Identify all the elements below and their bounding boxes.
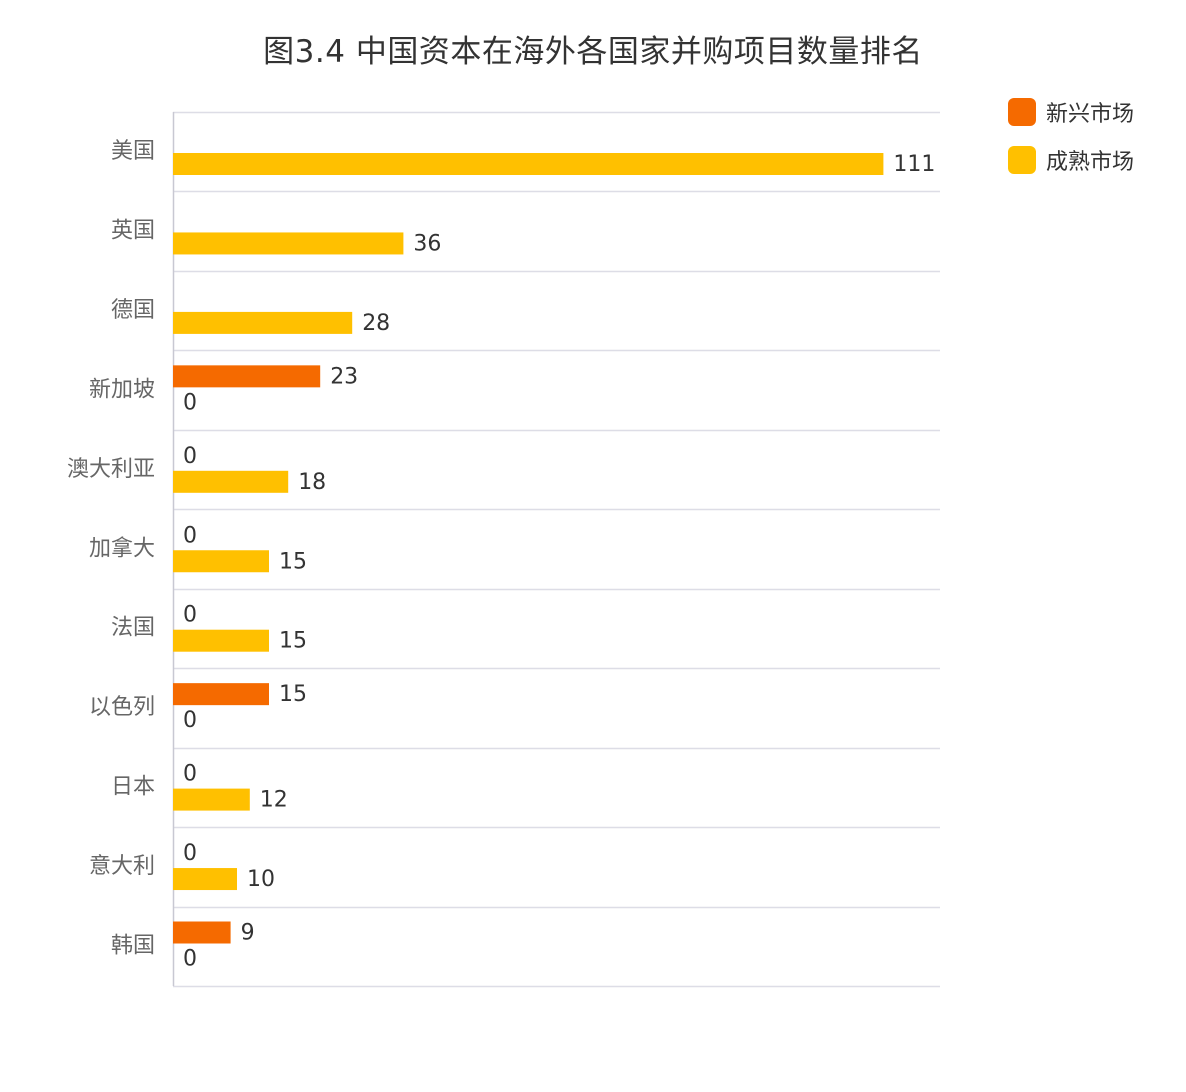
data-label: 15 bbox=[279, 549, 307, 574]
bar-mature bbox=[173, 629, 269, 652]
category-label: 日本 bbox=[111, 775, 155, 800]
bar-mature bbox=[173, 470, 289, 493]
data-label: 0 bbox=[183, 708, 197, 733]
bar-mature bbox=[173, 868, 237, 891]
bar-emerging bbox=[173, 683, 269, 706]
legend: 新兴市场 成熟市场 bbox=[1008, 88, 1134, 184]
data-label: 0 bbox=[183, 841, 197, 866]
legend-swatch-emerging bbox=[1008, 98, 1036, 126]
category-label: 美国 bbox=[111, 139, 155, 164]
category-label: 意大利 bbox=[89, 854, 155, 879]
bar-mature bbox=[173, 153, 884, 175]
category-label: 加拿大 bbox=[89, 535, 155, 561]
data-label: 23 bbox=[330, 364, 358, 389]
data-label: 12 bbox=[260, 788, 288, 813]
data-label: 0 bbox=[183, 390, 197, 415]
data-label: 0 bbox=[183, 762, 197, 787]
data-label: 9 bbox=[241, 921, 255, 946]
legend-swatch-mature bbox=[1008, 146, 1036, 174]
data-label: 10 bbox=[247, 867, 275, 892]
bar-mature bbox=[173, 232, 404, 255]
data-label: 15 bbox=[279, 682, 307, 707]
category-label: 法国 bbox=[111, 616, 155, 641]
data-label: 18 bbox=[298, 470, 326, 495]
legend-label-emerging: 新兴市场 bbox=[1046, 102, 1135, 127]
legend-label-mature: 成熟市场 bbox=[1046, 150, 1135, 175]
category-label: 德国 bbox=[111, 298, 155, 323]
bar-emerging bbox=[173, 921, 231, 944]
category-label: 韩国 bbox=[111, 934, 155, 959]
bar-emerging bbox=[173, 365, 321, 388]
data-label: 0 bbox=[183, 603, 197, 628]
legend-item-mature[interactable]: 成熟市场 bbox=[1008, 136, 1134, 184]
bar-mature bbox=[173, 788, 250, 811]
category-label: 英国 bbox=[111, 218, 155, 243]
data-label: 0 bbox=[183, 444, 197, 469]
data-label: 15 bbox=[279, 629, 307, 654]
chart-title: 图3.4 中国资本在海外各国家并购项目数量排名 bbox=[263, 34, 923, 70]
category-label: 新加坡 bbox=[89, 377, 155, 402]
legend-item-emerging[interactable]: 新兴市场 bbox=[1008, 88, 1134, 136]
data-label: 36 bbox=[413, 231, 441, 256]
category-label: 澳大利亚 bbox=[67, 457, 155, 482]
data-label: 111 bbox=[893, 152, 935, 177]
bar-mature bbox=[173, 311, 353, 334]
data-label: 0 bbox=[183, 523, 197, 548]
data-label: 28 bbox=[362, 311, 390, 336]
bar-mature bbox=[173, 550, 269, 573]
category-label: 以色列 bbox=[89, 695, 155, 720]
data-label: 0 bbox=[183, 947, 197, 972]
